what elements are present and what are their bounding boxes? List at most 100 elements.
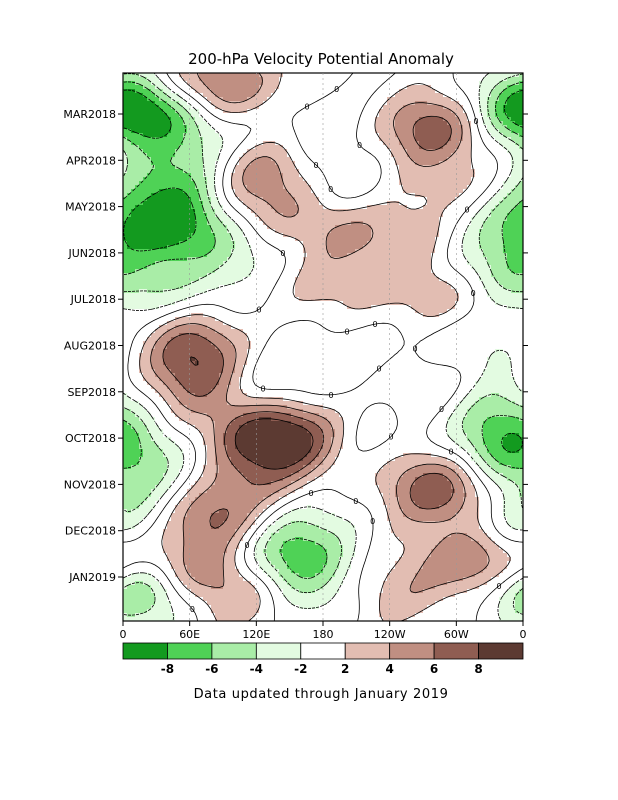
- heatmap-cell: [319, 221, 324, 226]
- heatmap-cell: [167, 217, 172, 222]
- heatmap-cell: [271, 233, 276, 238]
- heatmap-cell: [171, 85, 176, 90]
- heatmap-cell: [443, 233, 448, 238]
- heatmap-cell: [307, 101, 312, 106]
- heatmap-cell: [323, 73, 328, 78]
- heatmap-cell: [239, 201, 244, 206]
- heatmap-cell: [131, 245, 136, 250]
- heatmap-cell: [487, 241, 492, 246]
- heatmap-cell: [503, 213, 508, 218]
- heatmap-cell: [415, 177, 420, 182]
- heatmap-cell: [403, 141, 408, 146]
- heatmap-cell: [427, 261, 432, 266]
- heatmap-cell: [415, 89, 420, 94]
- heatmap-cell: [343, 225, 348, 230]
- heatmap-cell: [447, 161, 452, 166]
- heatmap-cell: [351, 249, 356, 254]
- heatmap-cell: [147, 269, 152, 274]
- heatmap-cell: [287, 133, 292, 138]
- heatmap-cell: [235, 125, 240, 130]
- heatmap-cell: [303, 133, 308, 138]
- heatmap-cell: [467, 161, 472, 166]
- heatmap-cell: [267, 169, 272, 174]
- heatmap-cell: [175, 93, 180, 98]
- heatmap-cell: [495, 197, 500, 202]
- heatmap-cell: [315, 209, 320, 214]
- heatmap-cell: [315, 149, 320, 154]
- heatmap-cell: [507, 229, 512, 234]
- heatmap-cell: [435, 185, 440, 190]
- heatmap-cell: [303, 125, 308, 130]
- heatmap-cell: [491, 97, 496, 102]
- heatmap-cell: [339, 113, 344, 118]
- heatmap-cell: [411, 137, 416, 142]
- heatmap-cell: [343, 85, 348, 90]
- heatmap-cell: [419, 245, 424, 250]
- heatmap-cell: [211, 225, 216, 230]
- heatmap-cell: [307, 209, 312, 214]
- heatmap-cell: [403, 165, 408, 170]
- heatmap-cell: [515, 217, 520, 222]
- heatmap-cell: [171, 221, 176, 226]
- heatmap-cell: [151, 101, 156, 106]
- heatmap-cell: [495, 121, 500, 126]
- heatmap-cell: [247, 89, 252, 94]
- heatmap-cell: [415, 257, 420, 262]
- heatmap-cell: [459, 265, 464, 270]
- heatmap-cell: [479, 129, 484, 134]
- heatmap-cell: [211, 201, 216, 206]
- heatmap-cell: [235, 173, 240, 178]
- heatmap-cell: [143, 137, 148, 142]
- heatmap-cell: [451, 197, 456, 202]
- heatmap-cell: [291, 137, 296, 142]
- heatmap-cell: [239, 233, 244, 238]
- heatmap-cell: [199, 121, 204, 126]
- heatmap-cell: [467, 77, 472, 82]
- heatmap-cell: [271, 93, 276, 98]
- heatmap-cell: [383, 217, 388, 222]
- heatmap-cell: [515, 181, 520, 186]
- heatmap-cell: [511, 145, 516, 150]
- heatmap-cell: [155, 265, 160, 270]
- heatmap-cell: [339, 129, 344, 134]
- heatmap-cell: [319, 85, 324, 90]
- heatmap-cell: [211, 173, 216, 178]
- heatmap-cell: [499, 101, 504, 106]
- heatmap-cell: [407, 233, 412, 238]
- heatmap-cell: [383, 249, 388, 254]
- heatmap-cell: [311, 269, 316, 274]
- heatmap-cell: [371, 85, 376, 90]
- heatmap-cell: [435, 197, 440, 202]
- heatmap-cell: [351, 109, 356, 114]
- heatmap-cell: [263, 113, 268, 118]
- heatmap-cell: [479, 257, 484, 262]
- heatmap-cell: [283, 269, 288, 274]
- heatmap-cell: [511, 205, 516, 210]
- heatmap-cell: [515, 197, 520, 202]
- heatmap-cell: [335, 117, 340, 122]
- heatmap-cell: [391, 269, 396, 274]
- heatmap-cell: [299, 253, 304, 258]
- heatmap-cell: [315, 97, 320, 102]
- heatmap-cell: [223, 145, 228, 150]
- heatmap-cell: [179, 269, 184, 274]
- heatmap-cell: [299, 117, 304, 122]
- heatmap-cell: [395, 261, 400, 266]
- heatmap-cell: [387, 241, 392, 246]
- heatmap-cell: [239, 257, 244, 262]
- heatmap-cell: [271, 121, 276, 126]
- heatmap-cell: [163, 93, 168, 98]
- heatmap-cell: [127, 249, 132, 254]
- heatmap-cell: [179, 205, 184, 210]
- heatmap-cell: [311, 177, 316, 182]
- heatmap-cell: [175, 249, 180, 254]
- heatmap-cell: [151, 73, 156, 78]
- heatmap-cell: [219, 93, 224, 98]
- heatmap-cell: [183, 177, 188, 182]
- heatmap-cell: [335, 261, 340, 266]
- heatmap-cell: [287, 185, 292, 190]
- heatmap-cell: [383, 77, 388, 82]
- heatmap-cell: [211, 109, 216, 114]
- heatmap-cell: [447, 169, 452, 174]
- heatmap-cell: [279, 129, 284, 134]
